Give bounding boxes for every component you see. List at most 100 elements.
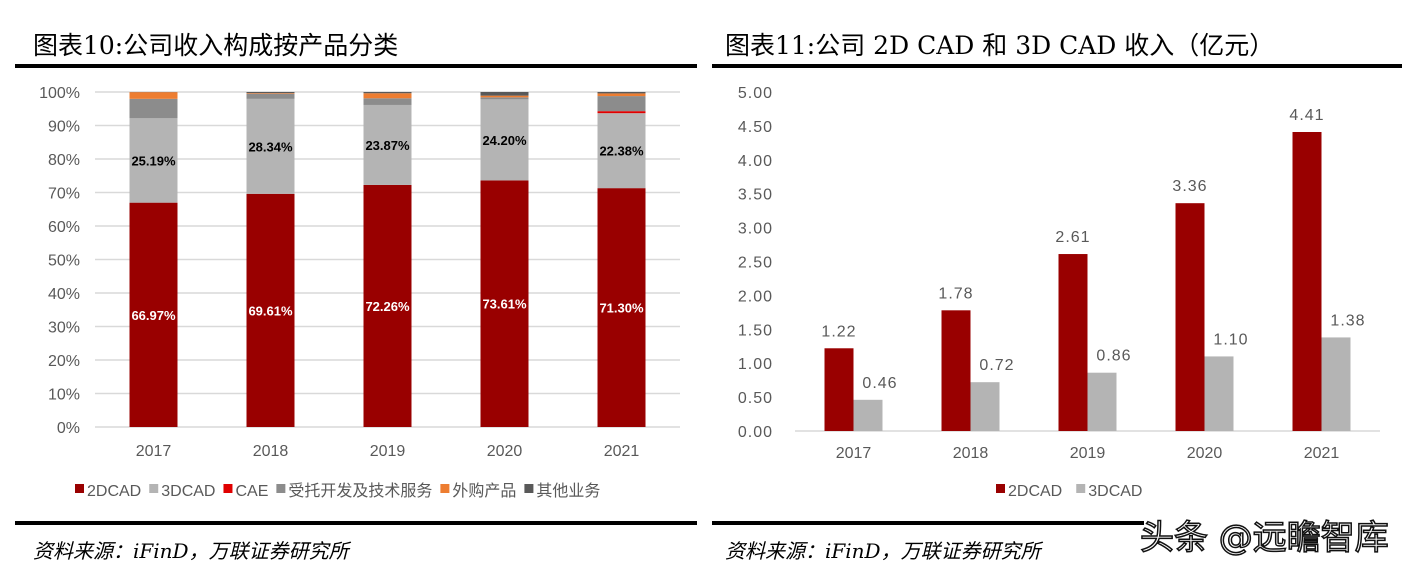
right-data-label: 0.72 (979, 357, 1014, 374)
right-bar-3DCAD (970, 382, 1000, 431)
left-bottom-rule (15, 521, 697, 525)
right-bar-3DCAD (853, 399, 883, 431)
right-data-label: 4.41 (1289, 107, 1324, 124)
left-legend-label: CAE (235, 483, 268, 500)
right-data-label: 3.36 (1172, 178, 1207, 195)
watermark: 头条 @远瞻智库 (1139, 517, 1389, 559)
right-bar-2DCAD (1292, 132, 1322, 431)
left-ytick-label: 40% (48, 286, 80, 303)
left-bar-外购产品 (129, 92, 178, 99)
right-title-rule (712, 64, 1402, 68)
left-ytick-label: 60% (48, 219, 80, 236)
right-xtick-label: 2020 (1187, 445, 1223, 462)
left-ytick-label: 30% (48, 320, 80, 337)
left-data-label: 22.38% (599, 144, 644, 159)
left-bar-受托开发及技术服务 (129, 98, 178, 119)
left-data-label: 28.34% (248, 139, 293, 154)
right-legend-swatch (1076, 484, 1086, 493)
left-bar-受托开发及技术服务 (597, 96, 646, 112)
right-xtick-label: 2019 (1070, 445, 1106, 462)
left-bar-2DCAD (480, 180, 529, 427)
left-legend-swatch (524, 484, 534, 493)
left-legend-label: 2DCAD (87, 483, 141, 500)
left-bar-其他业务 (480, 92, 529, 96)
left-data-label: 72.26% (365, 299, 410, 314)
left-bar-2DCAD (246, 193, 295, 427)
right-bar-2DCAD (1175, 203, 1205, 431)
right-xtick-label: 2018 (953, 445, 989, 462)
left-legend-swatch (149, 484, 159, 493)
right-bar-2DCAD (941, 310, 971, 431)
right-ytick-label: 4.50 (738, 119, 773, 136)
left-xtick-label: 2018 (253, 443, 289, 460)
right-ytick-label: 2.00 (738, 288, 773, 305)
left-xtick-label: 2019 (370, 443, 406, 460)
left-ytick-label: 70% (48, 186, 80, 203)
right-ytick-label: 1.50 (738, 322, 773, 339)
right-legend-label: 2DCAD (1008, 483, 1062, 500)
left-xtick-label: 2017 (136, 443, 172, 460)
right-xtick-label: 2017 (836, 445, 872, 462)
left-legend-swatch (75, 484, 84, 493)
left-bar-受托开发及技术服务 (246, 93, 295, 99)
left-legend-swatch (276, 484, 286, 493)
left-bar-外购产品 (363, 93, 412, 99)
left-legend-label: 3DCAD (161, 483, 215, 500)
right-bar-2DCAD (1058, 254, 1088, 431)
left-data-label: 25.19% (131, 153, 176, 168)
left-ytick-label: 10% (48, 387, 80, 404)
right-ytick-label: 0.50 (738, 390, 773, 407)
right-chart-title: 图表11:公司 2D CAD 和 3D CAD 收入（亿元） (725, 31, 1275, 60)
left-xtick-label: 2020 (487, 443, 523, 460)
left-bar-3DCAD (129, 118, 178, 203)
left-bar-受托开发及技术服务 (363, 98, 412, 105)
right-data-label: 1.10 (1213, 331, 1248, 348)
left-data-label: 73.61% (482, 297, 527, 312)
left-source: 资料来源：iFinD，万联证券研究所 (33, 539, 349, 563)
left-bar-外购产品 (246, 93, 295, 94)
right-data-label: 0.86 (1096, 348, 1131, 365)
right-data-label: 0.46 (862, 375, 897, 392)
right-ytick-label: 0.00 (738, 424, 773, 441)
left-bar-2DCAD (363, 184, 412, 427)
left-bar-其他业务 (597, 92, 646, 94)
right-xtick-label: 2021 (1304, 445, 1340, 462)
right-source: 资料来源：iFinD，万联证券研究所 (725, 539, 1041, 563)
left-ytick-label: 20% (48, 353, 80, 370)
right-ytick-label: 4.00 (738, 153, 773, 170)
left-bar-受托开发及技术服务 (480, 97, 529, 100)
right-bottom-rule (712, 521, 1144, 525)
right-legend-swatch (996, 484, 1005, 493)
right-data-label: 1.38 (1330, 312, 1365, 329)
left-title-rule (15, 64, 697, 68)
left-data-label: 66.97% (131, 308, 176, 323)
right-ytick-label: 2.50 (738, 255, 773, 272)
left-data-label: 23.87% (365, 138, 410, 153)
left-bar-3DCAD (363, 104, 412, 185)
left-bar-外购产品 (480, 95, 529, 98)
right-ytick-label: 3.00 (738, 221, 773, 238)
left-bar-3DCAD (480, 99, 529, 181)
right-data-label: 1.22 (821, 323, 856, 340)
left-bar-2DCAD (129, 202, 178, 427)
right-bar-3DCAD (1321, 337, 1351, 431)
right-data-label: 2.61 (1055, 229, 1090, 246)
left-bar-外购产品 (597, 93, 646, 97)
left-bar-3DCAD (246, 98, 295, 194)
right-data-label: 1.78 (938, 285, 973, 302)
right-ytick-label: 5.00 (738, 85, 773, 102)
left-legend-label: 外购产品 (452, 482, 516, 500)
left-ytick-label: 0% (57, 420, 80, 437)
left-xtick-label: 2021 (604, 443, 640, 460)
left-legend-swatch (223, 484, 233, 493)
left-ytick-label: 90% (48, 119, 80, 136)
left-ytick-label: 100% (39, 85, 80, 102)
left-legend-label: 受托开发及技术服务 (288, 482, 432, 500)
right-bar-2DCAD (824, 348, 854, 431)
right-legend-label: 3DCAD (1088, 483, 1142, 500)
left-ytick-label: 50% (48, 253, 80, 270)
left-bar-CAE (597, 111, 646, 114)
left-chart-title: 图表10:公司收入构成按产品分类 (33, 31, 399, 60)
left-data-label: 71.30% (599, 301, 644, 316)
left-bar-2DCAD (597, 188, 646, 427)
